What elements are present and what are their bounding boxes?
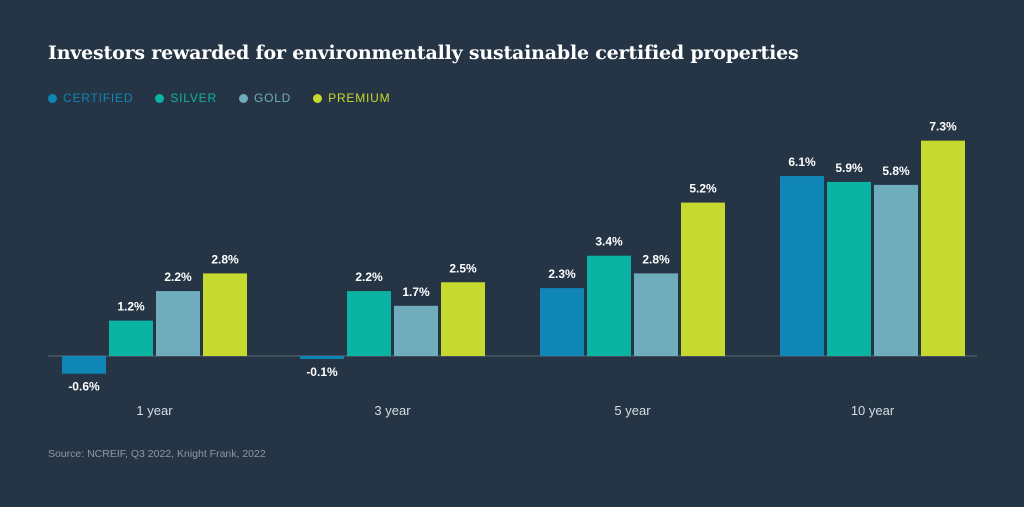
bar-gold-3-year bbox=[394, 305, 438, 356]
bar-gold-1-year bbox=[156, 291, 200, 356]
legend-swatch-certified bbox=[48, 93, 57, 103]
legend-item-premium: PREMIUM bbox=[313, 91, 390, 105]
category-label-3-year: 3 year bbox=[374, 403, 411, 418]
bar-silver-1-year bbox=[109, 320, 153, 356]
data-label-certified-3-year: -0.1% bbox=[306, 365, 338, 379]
legend: CERTIFIED SILVER GOLD PREMIUM bbox=[48, 91, 390, 105]
data-label-silver-3-year: 2.2% bbox=[355, 270, 383, 284]
bar-premium-3-year bbox=[441, 282, 485, 356]
source-note: Source: NCREIF, Q3 2022, Knight Frank, 2… bbox=[48, 448, 266, 460]
category-label-1-year: 1 year bbox=[136, 403, 173, 418]
data-label-gold-3-year: 1.7% bbox=[402, 285, 430, 299]
data-label-silver-1-year: 1.2% bbox=[117, 300, 145, 314]
data-label-premium-5-year: 5.2% bbox=[689, 182, 717, 196]
bar-silver-5-year bbox=[587, 255, 631, 356]
legend-item-certified: CERTIFIED bbox=[48, 91, 133, 105]
legend-label-silver: SILVER bbox=[170, 91, 217, 105]
data-label-certified-10-year: 6.1% bbox=[788, 155, 816, 169]
data-label-premium-10-year: 7.3% bbox=[929, 120, 957, 134]
bar-premium-1-year bbox=[203, 273, 247, 356]
data-label-premium-1-year: 2.8% bbox=[211, 252, 239, 266]
legend-item-silver: SILVER bbox=[155, 91, 217, 105]
category-label-10-year: 10 year bbox=[851, 403, 895, 418]
data-label-gold-1-year: 2.2% bbox=[164, 270, 192, 284]
bar-certified-3-year bbox=[300, 356, 344, 359]
data-label-gold-10-year: 5.8% bbox=[882, 164, 910, 178]
bar-premium-10-year bbox=[921, 140, 965, 356]
data-label-premium-3-year: 2.5% bbox=[449, 261, 477, 275]
legend-label-gold: GOLD bbox=[253, 91, 292, 105]
bar-silver-10-year bbox=[827, 181, 871, 356]
legend-label-certified: CERTIFIED bbox=[63, 91, 134, 105]
bar-premium-5-year bbox=[681, 202, 725, 356]
legend-swatch-gold bbox=[238, 93, 248, 103]
bar-certified-10-year bbox=[780, 176, 824, 356]
category-label-5-year: 5 year bbox=[614, 403, 651, 418]
legend-label-premium: PREMIUM bbox=[328, 91, 391, 105]
bar-certified-1-year bbox=[62, 356, 106, 374]
data-label-certified-5-year: 2.3% bbox=[548, 267, 576, 281]
bar-certified-5-year bbox=[540, 288, 584, 356]
legend-swatch-premium bbox=[313, 93, 323, 103]
data-label-silver-10-year: 5.9% bbox=[835, 161, 863, 175]
data-label-gold-5-year: 2.8% bbox=[642, 252, 670, 266]
legend-swatch-silver bbox=[155, 93, 165, 103]
legend-item-gold: GOLD bbox=[238, 91, 292, 105]
bar-silver-3-year bbox=[347, 291, 391, 356]
chart-title: Investors rewarded for environmentally s… bbox=[48, 42, 799, 64]
bar-gold-5-year bbox=[634, 273, 678, 356]
data-label-certified-1-year: -0.6% bbox=[68, 380, 100, 394]
bar-gold-10-year bbox=[874, 184, 918, 356]
data-label-silver-5-year: 3.4% bbox=[595, 235, 623, 249]
